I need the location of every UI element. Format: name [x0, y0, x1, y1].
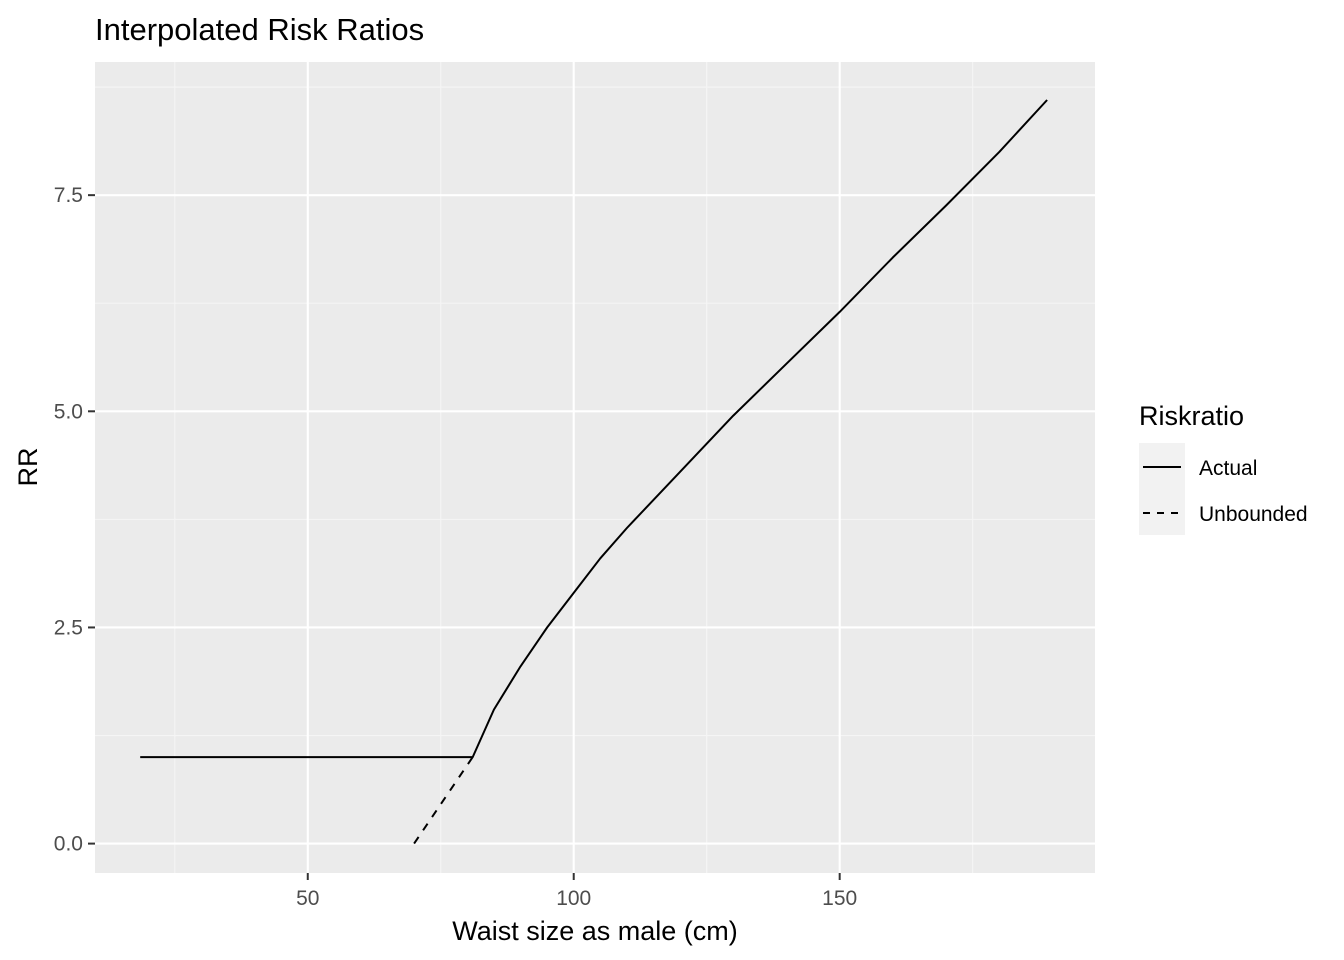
plot-panel — [95, 62, 1095, 873]
x-tick-label: 50 — [296, 887, 319, 910]
panel-background — [95, 62, 1095, 873]
legend-label-unbounded: Unbounded — [1199, 503, 1308, 526]
legend: Riskratio Actual Unbounded — [1139, 401, 1308, 535]
series-layer — [140, 99, 1048, 845]
y-tick-label: 5.0 — [54, 400, 83, 423]
legend-label-actual: Actual — [1199, 457, 1257, 480]
x-tick-label: 100 — [556, 887, 591, 910]
legend-entries: Actual Unbounded — [1143, 457, 1308, 526]
x-tick-label: 150 — [822, 887, 857, 910]
y-axis-title: RR — [13, 448, 43, 487]
series-line-unbounded — [413, 756, 474, 845]
legend-key-background — [1139, 443, 1185, 535]
x-axis-title: Waist size as male (cm) — [452, 916, 738, 946]
chart-title: Interpolated Risk Ratios — [95, 12, 424, 47]
major-gridlines — [95, 62, 1095, 873]
x-axis: 50 100 150 — [296, 873, 857, 910]
series-line-actual — [140, 99, 1048, 759]
y-axis: 0.0 2.5 5.0 7.5 — [54, 184, 95, 856]
y-tick-label: 2.5 — [54, 616, 83, 639]
legend-title: Riskratio — [1139, 401, 1244, 431]
minor-gridlines — [95, 62, 1095, 873]
y-tick-label: 0.0 — [54, 833, 83, 856]
y-tick-label: 7.5 — [54, 184, 83, 207]
